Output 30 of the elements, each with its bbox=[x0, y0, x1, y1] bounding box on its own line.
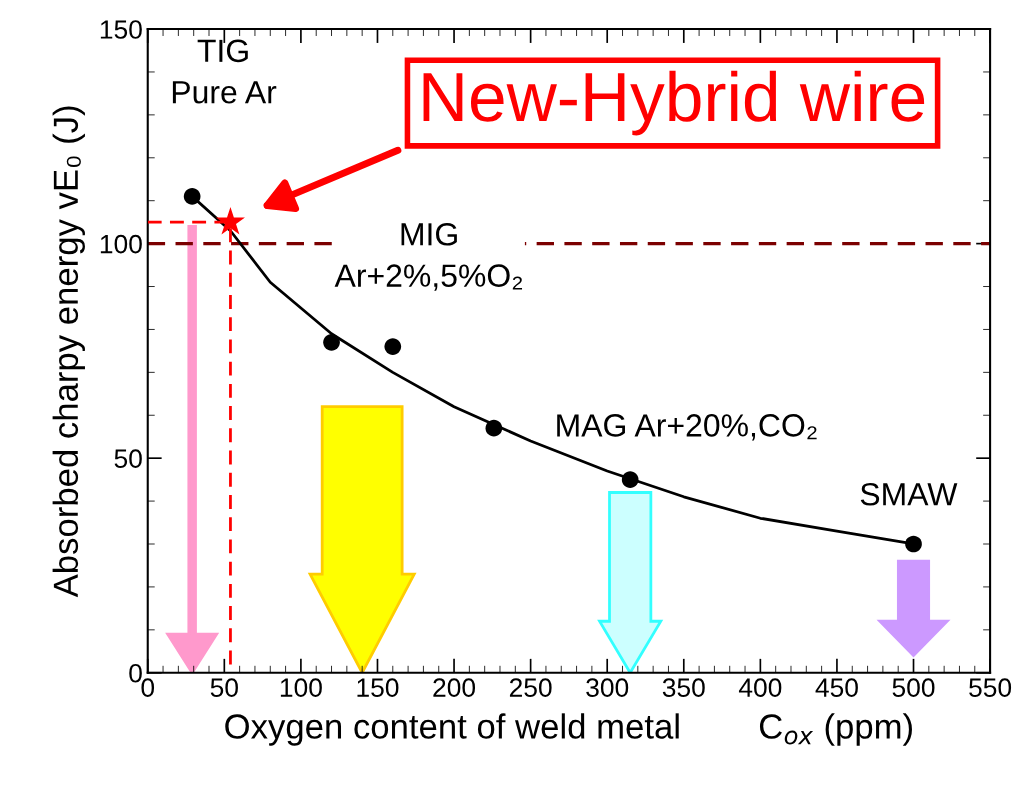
x-tick-label: 50 bbox=[210, 678, 238, 697]
point bbox=[215, 206, 245, 235]
y-tick-label: 0 bbox=[129, 663, 142, 683]
point bbox=[905, 535, 922, 553]
x-tick-label: 300 bbox=[586, 678, 629, 697]
x-tick-label: 350 bbox=[662, 678, 705, 697]
y-tick-label: 100 bbox=[100, 234, 142, 254]
annotation: New-Hybrid wire bbox=[423, 70, 925, 136]
x-axis-title: Oxygen content of weld metal C$_{ox}$ (ppm) bbox=[225, 713, 912, 746]
x-tick-label: 400 bbox=[738, 678, 782, 697]
point bbox=[323, 333, 340, 351]
point bbox=[183, 188, 201, 205]
x-tick-label: 450 bbox=[815, 678, 858, 697]
x-tick-label: 200 bbox=[433, 678, 476, 697]
annotation: MIG Ar+2%,5%O₂ bbox=[334, 223, 523, 291]
annotation: MAG Ar+20%,CO₂ bbox=[557, 414, 817, 441]
x-tick-label: 150 bbox=[357, 678, 399, 697]
x-tick-label: 100 bbox=[280, 678, 322, 697]
y-axis-title: Absorbed charpy energy vE₀ (J) bbox=[52, 106, 85, 598]
x-tick-label: 500 bbox=[892, 678, 935, 697]
x-tick-label: 0 bbox=[141, 678, 155, 697]
annotation: TIG Pure Ar bbox=[172, 39, 277, 104]
point bbox=[621, 471, 639, 488]
annotation: SMAW bbox=[860, 482, 958, 506]
y-tick-label: 150 bbox=[100, 20, 142, 39]
x-tick-label: 250 bbox=[509, 678, 552, 697]
x-tick-label: 550 bbox=[969, 678, 1012, 697]
point bbox=[485, 419, 503, 437]
y-tick-label: 50 bbox=[114, 449, 142, 468]
point bbox=[384, 338, 402, 355]
